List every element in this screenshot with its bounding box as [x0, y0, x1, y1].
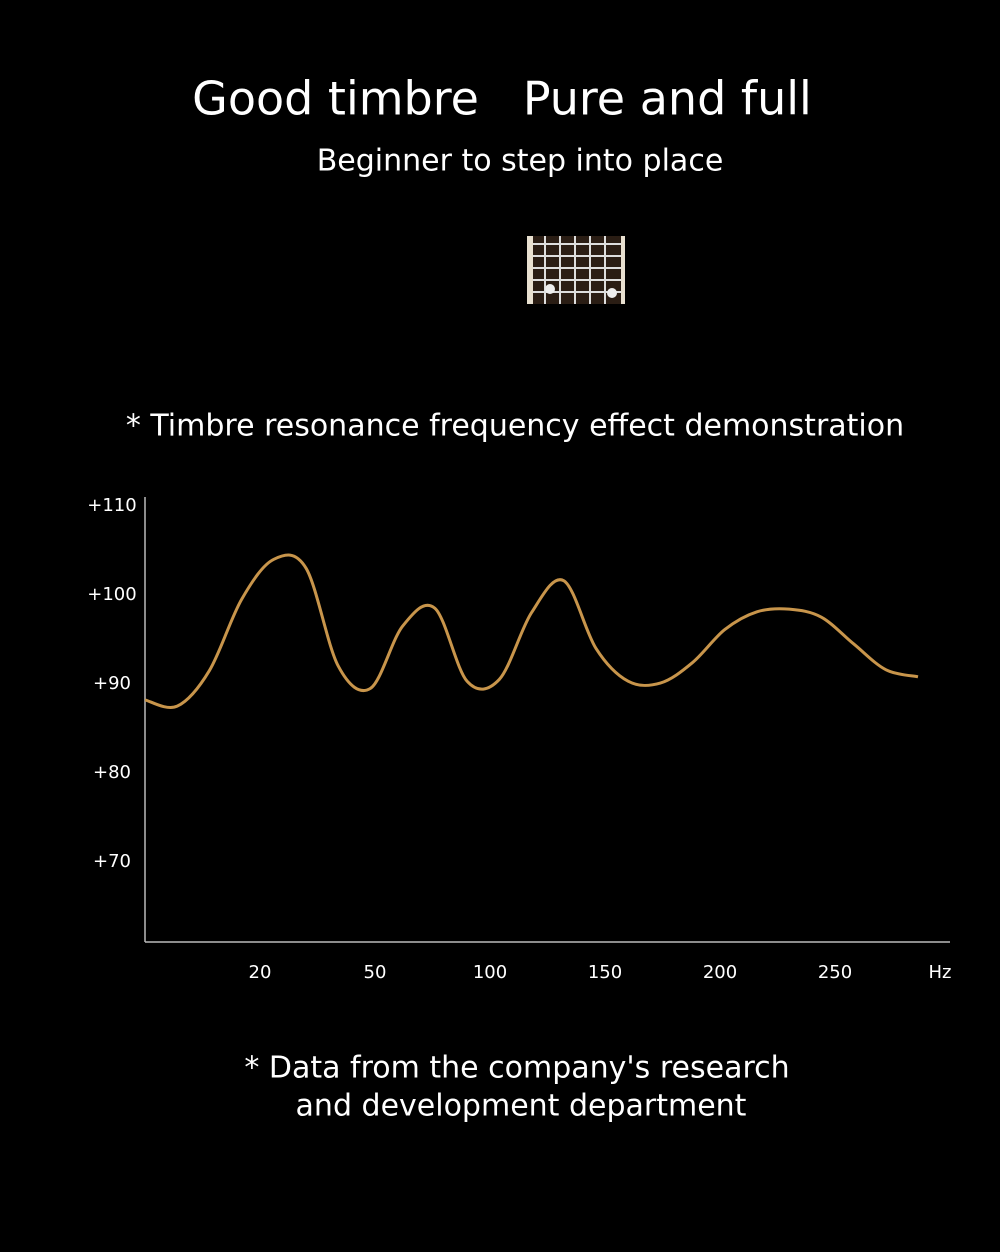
subtitle: Beginner to step into place — [317, 144, 724, 179]
x-axis-label: Hz — [929, 962, 952, 983]
x-tick-label: 200 — [703, 962, 737, 983]
x-tick-label: 250 — [818, 962, 852, 983]
y-tick-label: +90 — [93, 673, 131, 694]
footnote: and development department — [296, 1089, 747, 1124]
y-tick-label: +70 — [93, 851, 131, 872]
plot: +110 +100 +90 +80 +70 20 50 100 150 200 250 — [87, 495, 919, 983]
y-tick-label: +110 — [87, 495, 136, 516]
x-tick-label: 150 — [588, 962, 622, 983]
chart-title: * Timbre resonance frequency effect demo… — [126, 409, 904, 444]
title: Good timbre Pure and full — [192, 72, 812, 126]
y-tick-label: +80 — [93, 762, 131, 783]
footnote: * Data from the company's research — [244, 1051, 789, 1086]
x-tick-label: 50 — [364, 962, 387, 983]
fretboard-icon — [527, 236, 625, 304]
y-tick-label: +100 — [87, 584, 136, 605]
x-tick-label: 100 — [473, 962, 507, 983]
line — [144, 553, 919, 709]
x-tick-label: 20 — [249, 962, 272, 983]
